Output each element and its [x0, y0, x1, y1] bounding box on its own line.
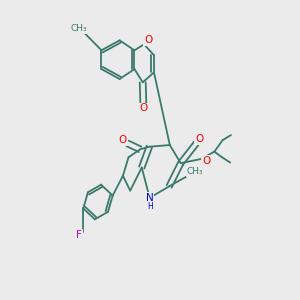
Text: N: N: [146, 193, 154, 203]
Text: O: O: [195, 134, 203, 144]
Text: CH₃: CH₃: [70, 24, 87, 33]
Text: CH₃: CH₃: [186, 167, 203, 176]
Text: O: O: [144, 35, 152, 45]
Text: F: F: [76, 230, 82, 239]
Text: O: O: [202, 156, 210, 166]
Text: O: O: [139, 103, 148, 113]
Text: H: H: [147, 202, 152, 211]
Text: O: O: [118, 135, 127, 146]
